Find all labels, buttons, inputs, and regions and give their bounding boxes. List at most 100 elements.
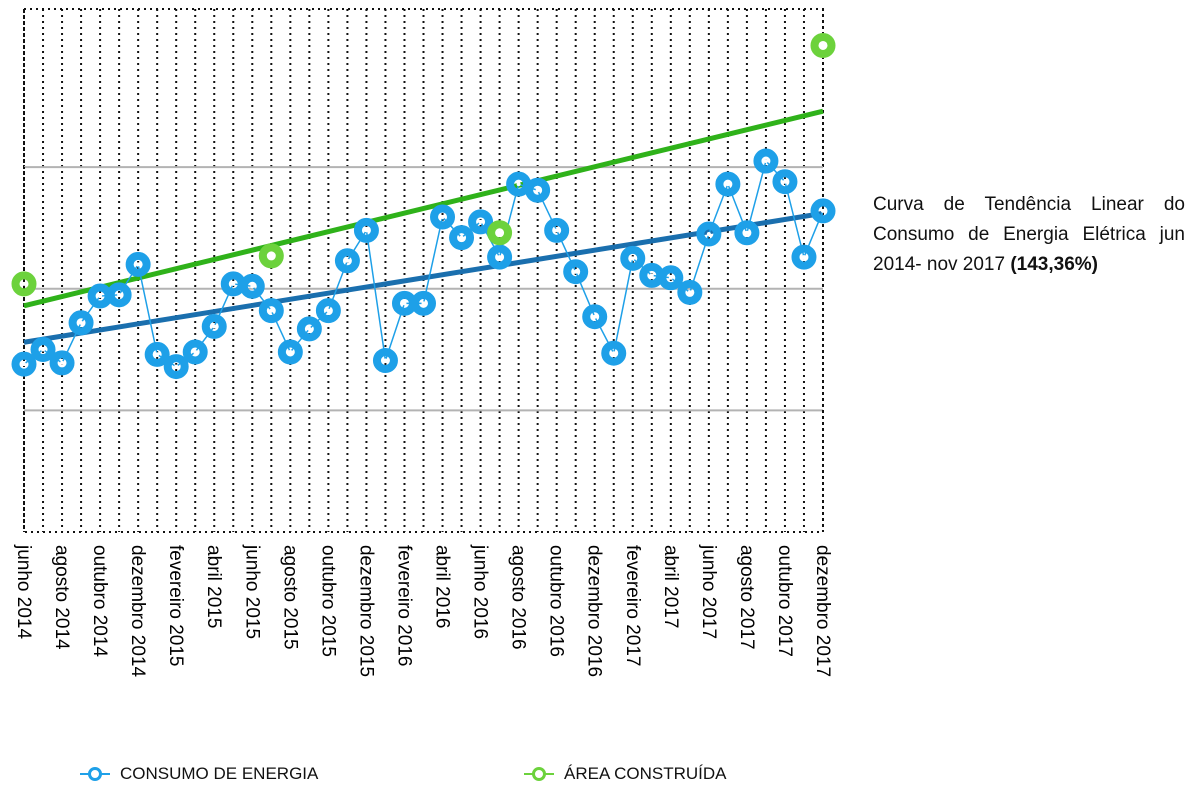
point-center [383,358,388,363]
consumo-point [296,316,322,342]
point-center [326,308,331,313]
point-center [668,275,673,280]
legend-marker-area-icon [524,767,554,781]
x-tick-label: fevereiro 2017 [622,545,643,666]
point-center [364,228,369,233]
point-center [763,159,768,164]
point-center [212,324,217,329]
x-tick-label: outubro 2014 [89,545,110,657]
point-center [821,43,825,48]
trend-layer [23,108,824,345]
x-tick-label: junho 2016 [470,544,491,639]
x-tick-label: abril 2015 [203,545,224,628]
point-center [782,179,787,184]
area-point [810,32,836,58]
point-center [592,314,597,319]
consumo-point [620,245,646,271]
x-tick-label: dezembro 2017 [812,545,833,677]
trendline [23,210,824,345]
consumo-point [487,244,513,270]
consumo-point [791,244,817,270]
consumo-point [182,339,208,365]
point-center [630,256,635,261]
legend-label-consumo: CONSUMO DE ENERGIA [120,764,319,783]
x-tick-label: agosto 2017 [736,545,757,650]
x-tick-label: outubro 2017 [774,545,795,657]
x-tick-label: abril 2016 [432,545,453,628]
point-center [535,188,540,193]
x-tick-label: junho 2015 [241,544,262,639]
consumo-point [258,298,284,324]
point-center [744,230,749,235]
point-center [687,290,692,295]
consumo-point [144,341,170,367]
consumo-point [601,340,627,366]
point-center [22,281,26,286]
legend-marker-consumo-icon [80,767,110,781]
trend-annotation-percentage: (143,36%) [1010,254,1099,275]
point-center [402,301,407,306]
consumo-point [106,282,132,308]
consumo-point [372,348,398,374]
point-center [497,230,502,235]
consumo-point [201,313,227,339]
point-center [821,208,825,213]
point-center [725,182,730,187]
consumo-point [68,310,94,336]
consumo-point [163,354,189,380]
x-tick-label: junho 2017 [698,544,719,639]
consumo-point [677,279,703,305]
area-point [487,220,513,246]
area-point [258,243,284,269]
point-center [706,232,711,237]
grid-layer [23,8,824,533]
consumo-point [334,248,360,274]
point-center [459,235,464,240]
consumo-point [810,198,836,224]
point-center [611,351,616,356]
point-center [155,352,160,357]
consumo-point [411,290,436,316]
consumo-point [772,169,798,195]
consumo-point [753,148,779,174]
x-tick-label: fevereiro 2016 [393,545,414,666]
plot-frame [23,8,824,533]
consumo-point [582,304,608,330]
point-center [98,294,103,299]
consumo-point [430,204,456,230]
consumo-point [239,273,265,299]
point-center [516,182,521,187]
series-layer [11,32,836,380]
point-center [554,228,559,233]
consumo-point [734,220,760,246]
x-tick-labels: junho 2014 agosto 2014 outubro 2014 dezembr… [13,544,833,677]
x-tick-label: agosto 2014 [51,545,72,650]
consumo-point [563,259,589,285]
point-center [174,364,179,369]
point-center [269,253,274,258]
point-center [288,349,293,354]
trendline [23,108,824,309]
consumo-point [449,225,475,251]
point-center [250,284,255,289]
area-point [11,271,37,297]
point-center [497,255,502,260]
point-center [269,308,274,313]
point-center [801,255,806,260]
x-tick-label: dezembro 2014 [127,545,148,677]
point-center [231,281,236,286]
x-tick-label: dezembro 2016 [584,545,605,677]
consumo-point [696,221,722,247]
x-tick-label: dezembro 2015 [355,545,376,677]
consumo-point [49,350,75,376]
consumo-point [315,298,341,324]
consumo-point [30,337,56,363]
consumo-point [544,217,570,243]
x-tick-label: fevereiro 2015 [165,545,186,666]
legend-item-consumo: CONSUMO DE ENERGIA [80,764,318,784]
consumo-point [125,251,151,277]
x-tick-label: outubro 2016 [546,545,567,657]
x-tick-label: outubro 2015 [317,545,338,657]
consumo-point [658,265,684,291]
